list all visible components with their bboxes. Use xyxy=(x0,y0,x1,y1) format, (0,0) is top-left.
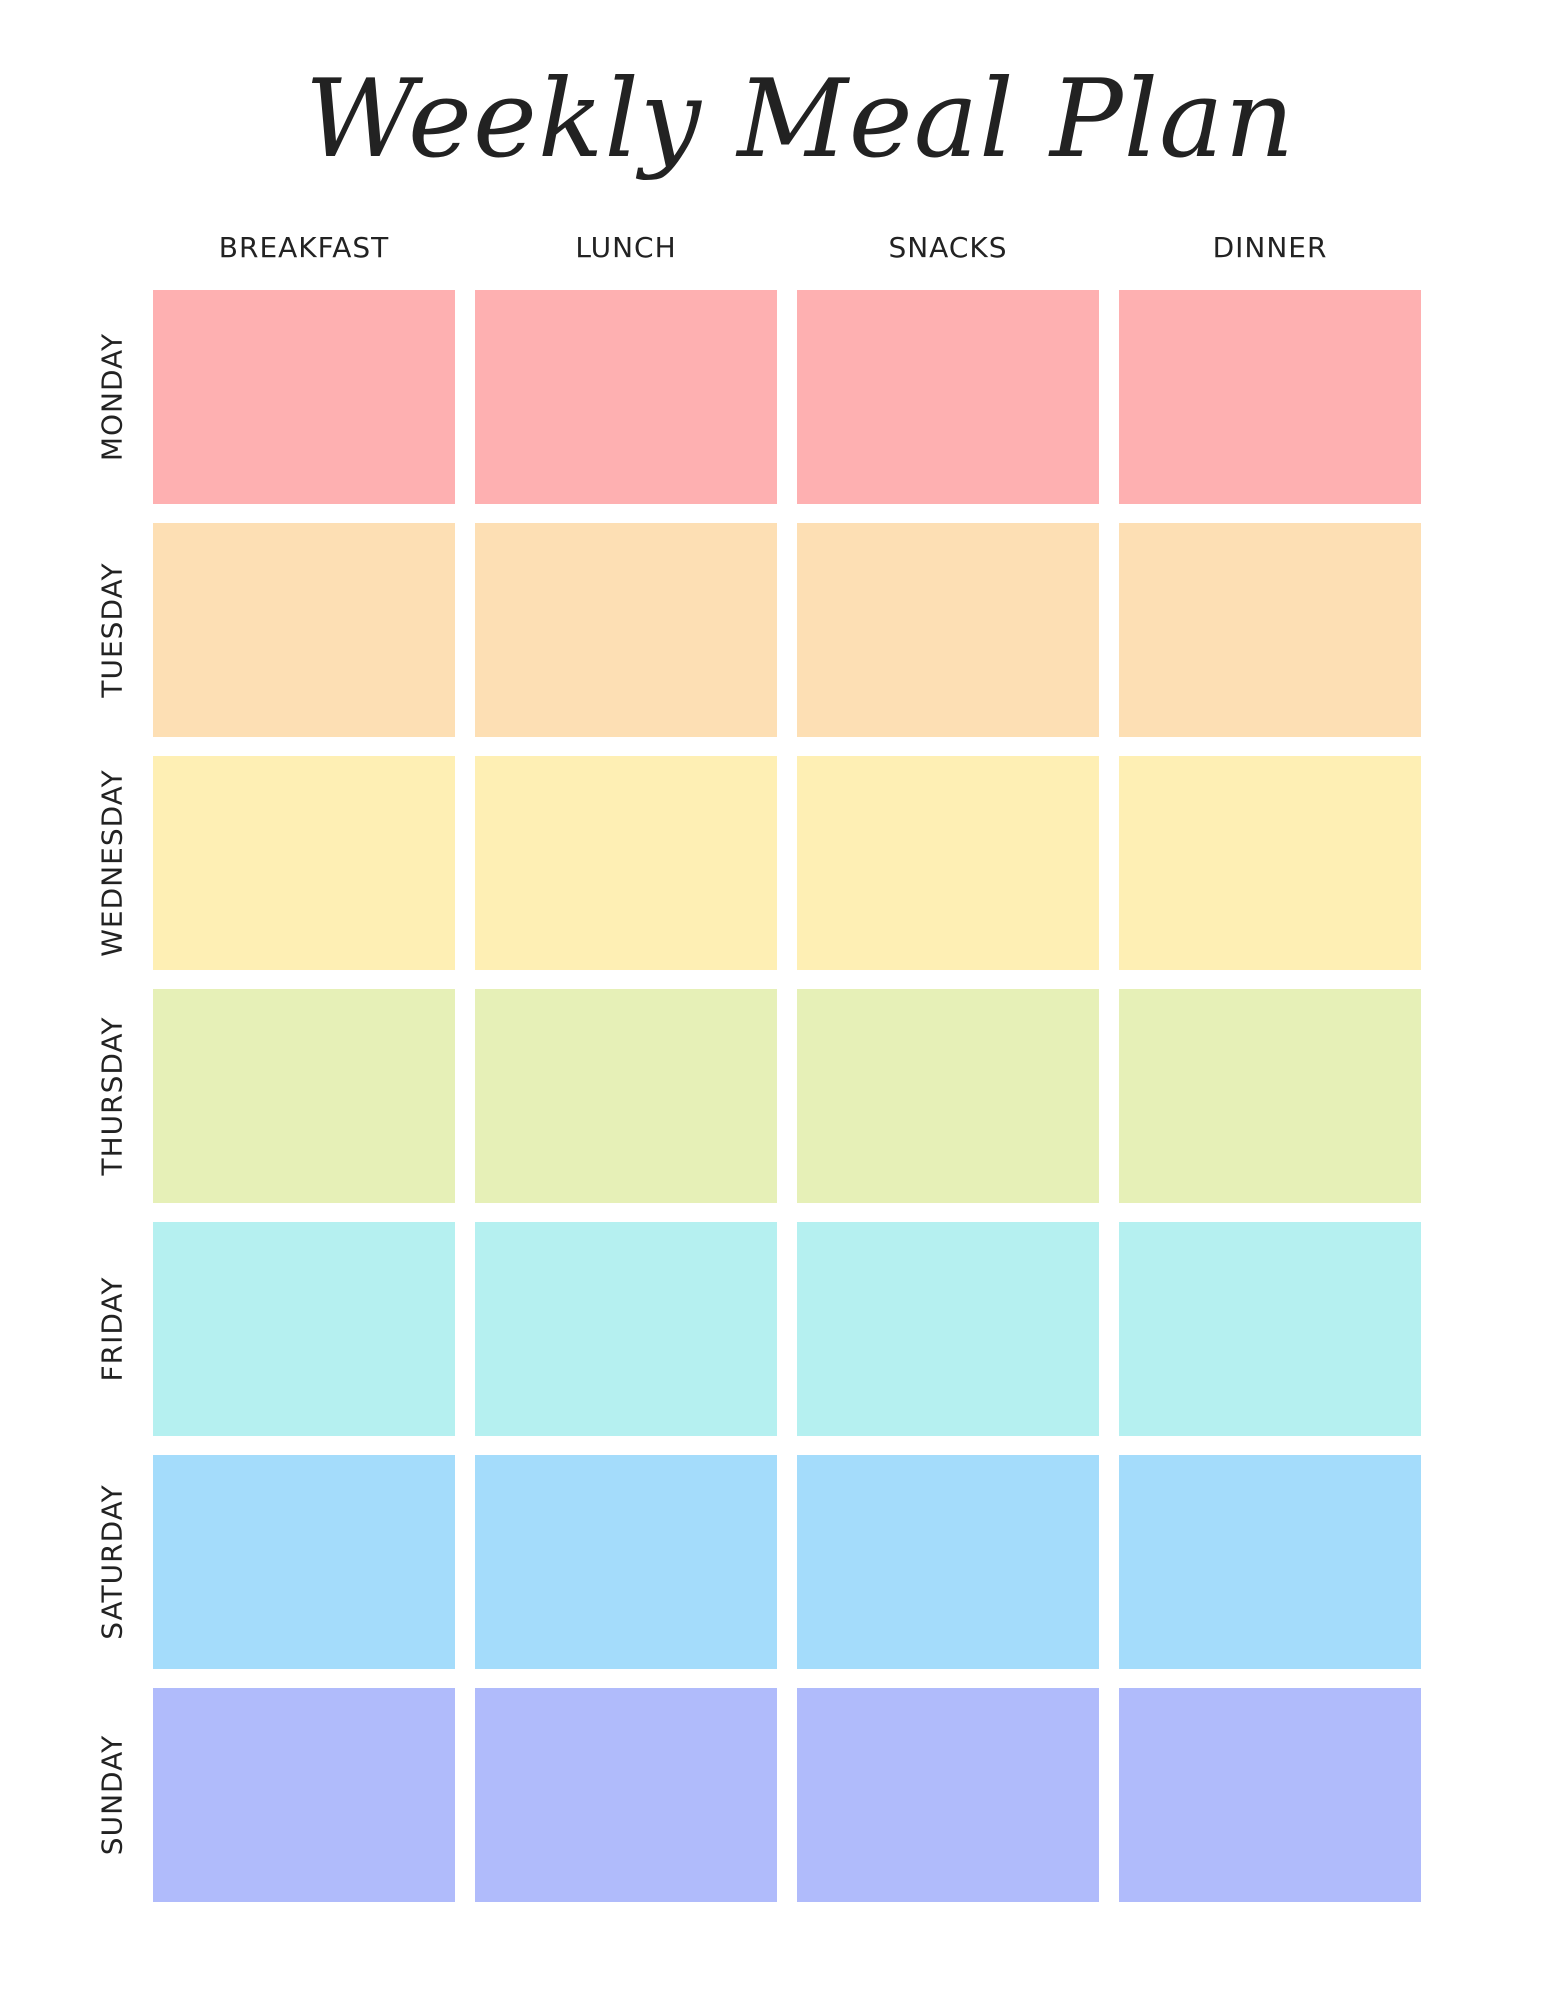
meal-cell-saturday-dinner[interactable] xyxy=(1119,1455,1421,1669)
meal-cell-sunday-snacks[interactable] xyxy=(797,1688,1099,1902)
meal-cell-friday-snacks[interactable] xyxy=(797,1222,1099,1436)
row-label-text: FRIDAY xyxy=(95,1276,129,1382)
meal-cell-thursday-snacks[interactable] xyxy=(797,989,1099,1203)
column-header-snacks: SNACKS xyxy=(888,231,1008,264)
row-label-text: MONDAY xyxy=(95,332,129,462)
meal-cell-friday-breakfast[interactable] xyxy=(153,1222,455,1436)
page-title: Weekly Meal Plan xyxy=(304,57,1296,182)
meal-cell-thursday-lunch[interactable] xyxy=(475,989,777,1203)
meal-cell-thursday-breakfast[interactable] xyxy=(153,989,455,1203)
meal-cell-thursday-dinner[interactable] xyxy=(1119,989,1421,1203)
row-label-text: SUNDAY xyxy=(95,1734,129,1856)
column-header-breakfast: BREAKFAST xyxy=(218,231,390,264)
meal-cell-monday-breakfast[interactable] xyxy=(153,290,455,504)
meal-cell-wednesday-snacks[interactable] xyxy=(797,756,1099,970)
meal-cell-sunday-dinner[interactable] xyxy=(1119,1688,1421,1902)
meal-cell-saturday-snacks[interactable] xyxy=(797,1455,1099,1669)
meal-cell-tuesday-breakfast[interactable] xyxy=(153,523,455,737)
meal-cell-saturday-breakfast[interactable] xyxy=(153,1455,455,1669)
meal-cell-friday-lunch[interactable] xyxy=(475,1222,777,1436)
meal-cell-tuesday-lunch[interactable] xyxy=(475,523,777,737)
meal-cell-tuesday-snacks[interactable] xyxy=(797,523,1099,737)
meal-cell-friday-dinner[interactable] xyxy=(1119,1222,1421,1436)
meal-cell-sunday-breakfast[interactable] xyxy=(153,1688,455,1902)
meal-cell-saturday-lunch[interactable] xyxy=(475,1455,777,1669)
meal-cell-monday-dinner[interactable] xyxy=(1119,290,1421,504)
row-label-text: WEDNESDAY xyxy=(95,769,129,957)
column-header-dinner: DINNER xyxy=(1212,231,1328,264)
meal-cell-sunday-lunch[interactable] xyxy=(475,1688,777,1902)
meal-cell-monday-snacks[interactable] xyxy=(797,290,1099,504)
meal-cell-wednesday-dinner[interactable] xyxy=(1119,756,1421,970)
row-label-text: TUESDAY xyxy=(95,562,129,698)
meal-cell-wednesday-lunch[interactable] xyxy=(475,756,777,970)
row-label-text: SATURDAY xyxy=(95,1484,129,1640)
row-label-text: THURSDAY xyxy=(95,1016,129,1176)
column-header-lunch: LUNCH xyxy=(575,231,677,264)
meal-cell-monday-lunch[interactable] xyxy=(475,290,777,504)
meal-cell-wednesday-breakfast[interactable] xyxy=(153,756,455,970)
meal-cell-tuesday-dinner[interactable] xyxy=(1119,523,1421,737)
